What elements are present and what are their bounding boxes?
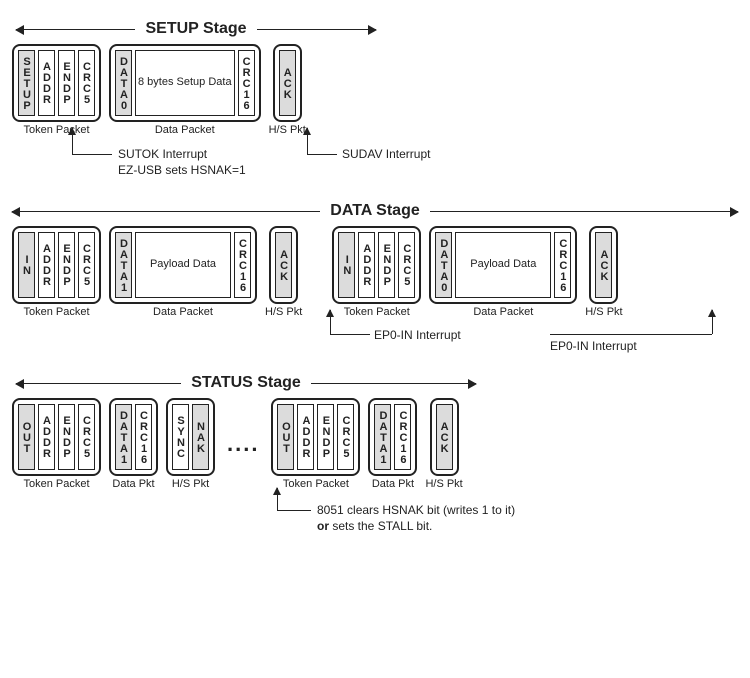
pid-setup: SETUP bbox=[21, 56, 32, 111]
status1-data-packet: DATA1 CRC16 bbox=[109, 398, 158, 476]
data1-token-packet: IN ADDR ENDP CRC5 bbox=[12, 226, 101, 304]
setup-hs-packet: ACK bbox=[273, 44, 302, 122]
pid-data1: DATA1 bbox=[118, 238, 129, 293]
field-endp: ENDP bbox=[61, 61, 72, 105]
status2-hs-packet: ACK bbox=[430, 398, 459, 476]
data-stage-header: DATA Stage bbox=[12, 202, 738, 220]
status-row: OUT ADDR ENDP CRC5 Token Packet DATA1 CR… bbox=[12, 398, 738, 490]
status-annotations: 8051 clears HSNAK bit (writes 1 to it) o… bbox=[12, 496, 738, 544]
setup-token-packet: SETUP ADDR ENDP CRC5 bbox=[12, 44, 101, 122]
data2-data-packet: DATA0 Payload Data CRC16 bbox=[429, 226, 577, 304]
ep0in-annot-2: EP0-IN Interrupt bbox=[550, 338, 637, 354]
data-stage-title: DATA Stage bbox=[320, 202, 429, 220]
data2-token-packet: IN ADDR ENDP CRC5 bbox=[332, 226, 421, 304]
data2-hs-packet: ACK bbox=[589, 226, 618, 304]
data1-data-packet: DATA1 Payload Data CRC16 bbox=[109, 226, 257, 304]
token-label: Token Packet bbox=[23, 124, 89, 136]
status2-data-packet: DATA1 CRC16 bbox=[368, 398, 417, 476]
field-addr: ADDR bbox=[41, 61, 52, 105]
setup-payload: 8 bytes Setup Data bbox=[135, 50, 235, 116]
sudav-annot: SUDAV Interrupt bbox=[342, 146, 430, 162]
hsnak-annot: 8051 clears HSNAK bit (writes 1 to it) o… bbox=[317, 502, 515, 534]
field-crc5: CRC5 bbox=[81, 61, 92, 105]
setup-stage-header: SETUP Stage bbox=[16, 20, 376, 38]
data-row: IN ADDR ENDP CRC5 Token Packet DATA1 Pay… bbox=[12, 226, 738, 318]
ellipsis: .... bbox=[223, 431, 263, 457]
data2-payload: Payload Data bbox=[455, 232, 551, 298]
field-crc16: CRC16 bbox=[241, 56, 252, 111]
pid-data0: DATA0 bbox=[118, 56, 129, 111]
status2-token-packet: OUT ADDR ENDP CRC5 bbox=[271, 398, 360, 476]
status1-token-packet: OUT ADDR ENDP CRC5 bbox=[12, 398, 101, 476]
data1-hs-packet: ACK bbox=[269, 226, 298, 304]
field-sync: SYNC bbox=[175, 415, 186, 459]
pid-nak: NAK bbox=[195, 421, 206, 454]
setup-row: SETUP ADDR ENDP CRC5 Token Packet DATA0 … bbox=[12, 44, 738, 136]
pid-ack: ACK bbox=[282, 67, 293, 100]
data-annotations: EP0-IN Interrupt EP0-IN Interrupt bbox=[12, 324, 738, 366]
setup-data-packet: DATA0 8 bytes Setup Data CRC16 bbox=[109, 44, 261, 122]
sutok-annot: SUTOK Interrupt EZ-USB sets HSNAK=1 bbox=[118, 146, 246, 178]
pid-in: IN bbox=[21, 254, 32, 276]
ep0in-annot-1: EP0-IN Interrupt bbox=[374, 327, 461, 343]
data-label: Data Packet bbox=[155, 124, 215, 136]
status-stage-title: STATUS Stage bbox=[181, 374, 311, 392]
hs-label: H/S Pkt bbox=[269, 124, 306, 136]
status1-hs-packet: SYNC NAK bbox=[166, 398, 215, 476]
data1-payload: Payload Data bbox=[135, 232, 231, 298]
pid-out: OUT bbox=[21, 421, 32, 454]
setup-stage-title: SETUP Stage bbox=[135, 20, 256, 38]
setup-annotations: SUTOK Interrupt EZ-USB sets HSNAK=1 SUDA… bbox=[12, 142, 738, 194]
status-stage-header: STATUS Stage bbox=[16, 374, 476, 392]
